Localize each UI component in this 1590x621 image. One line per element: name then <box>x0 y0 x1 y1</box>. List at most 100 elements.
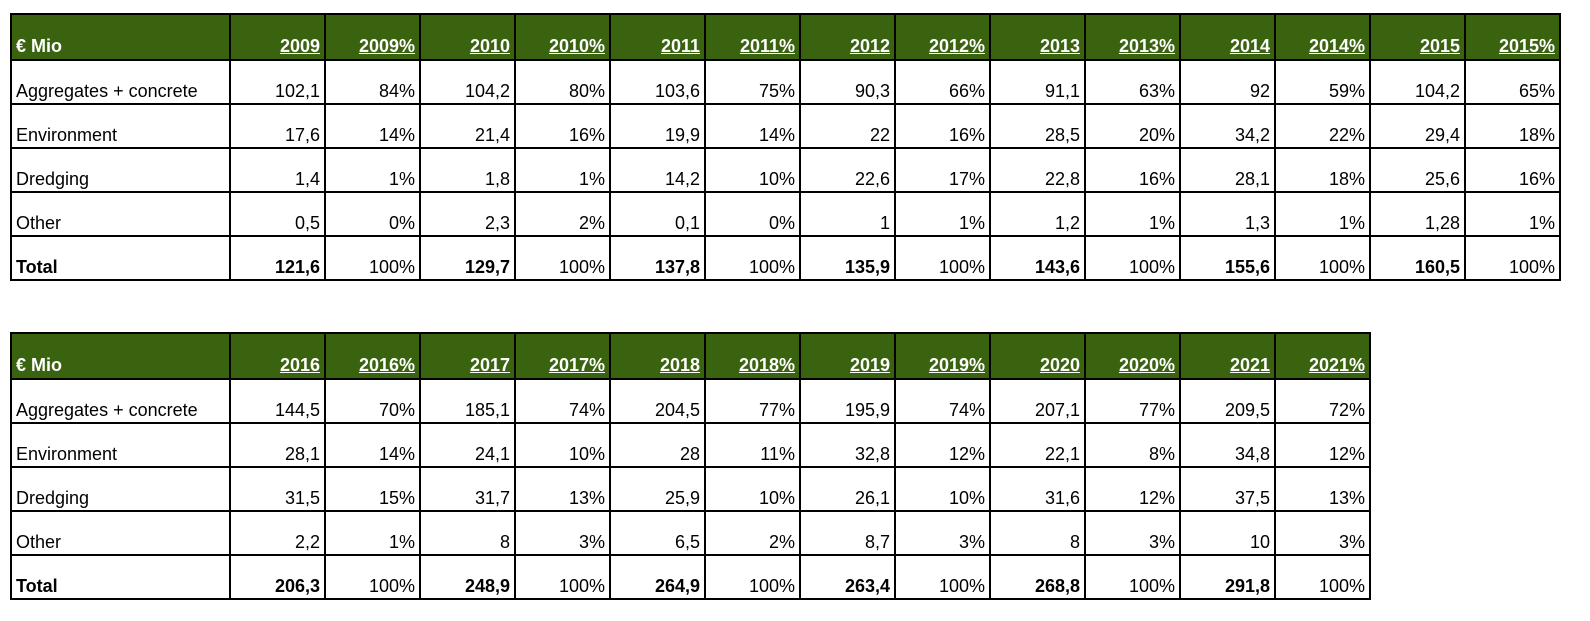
column-header: 2013% <box>1084 13 1181 61</box>
percent-cell: 12% <box>1084 466 1181 512</box>
value-cell: 129,7 <box>419 235 516 281</box>
percent-cell: 14% <box>704 103 801 149</box>
value-cell: 1,8 <box>419 147 516 193</box>
value-cell: 28,1 <box>229 422 326 468</box>
value-cell: 104,2 <box>1369 59 1466 105</box>
percent-cell: 10% <box>894 466 991 512</box>
value-cell: 37,5 <box>1179 466 1276 512</box>
percent-cell: 100% <box>324 235 421 281</box>
percent-cell: 1% <box>514 147 611 193</box>
value-cell: 22 <box>799 103 896 149</box>
header-row: € Mio 2009 2009% 2010 2010% 2011 2011% 2… <box>10 13 1561 61</box>
value-cell: 21,4 <box>419 103 516 149</box>
value-cell: 34,2 <box>1179 103 1276 149</box>
percent-cell: 12% <box>1274 422 1371 468</box>
percent-cell: 12% <box>894 422 991 468</box>
value-cell: 291,8 <box>1179 554 1276 600</box>
column-header: 2014% <box>1274 13 1371 61</box>
revenue-table-2009-2015: € Mio 2009 2009% 2010 2010% 2011 2011% 2… <box>10 13 1561 281</box>
value-cell: 264,9 <box>609 554 706 600</box>
percent-cell: 22% <box>1274 103 1371 149</box>
row-label: Dredging <box>10 147 231 193</box>
column-header: 2014 <box>1179 13 1276 61</box>
value-cell: 26,1 <box>799 466 896 512</box>
value-cell: 19,9 <box>609 103 706 149</box>
column-header: 2020% <box>1084 332 1181 380</box>
value-cell: 25,9 <box>609 466 706 512</box>
table-row: Dredging 1,4 1% 1,8 1% 14,2 10% 22,6 17%… <box>10 147 1561 193</box>
total-row: Total 206,3 100% 248,9 100% 264,9 100% 2… <box>10 554 1371 600</box>
column-header: 2017% <box>514 332 611 380</box>
percent-cell: 14% <box>324 422 421 468</box>
value-cell: 185,1 <box>419 378 516 424</box>
column-header: 2019% <box>894 332 991 380</box>
percent-cell: 10% <box>514 422 611 468</box>
percent-cell: 1% <box>324 510 421 556</box>
percent-cell: 84% <box>324 59 421 105</box>
percent-cell: 0% <box>324 191 421 237</box>
percent-cell: 100% <box>704 235 801 281</box>
percent-cell: 16% <box>514 103 611 149</box>
value-cell: 17,6 <box>229 103 326 149</box>
column-header: 2016% <box>324 332 421 380</box>
corner-cell: € Mio <box>10 13 231 61</box>
percent-cell: 66% <box>894 59 991 105</box>
value-cell: 160,5 <box>1369 235 1466 281</box>
row-label: Environment <box>10 103 231 149</box>
value-cell: 195,9 <box>799 378 896 424</box>
value-cell: 2,3 <box>419 191 516 237</box>
table-row: Environment 28,1 14% 24,1 10% 28 11% 32,… <box>10 422 1371 468</box>
value-cell: 14,2 <box>609 147 706 193</box>
percent-cell: 10% <box>704 466 801 512</box>
percent-cell: 8% <box>1084 422 1181 468</box>
value-cell: 155,6 <box>1179 235 1276 281</box>
value-cell: 32,8 <box>799 422 896 468</box>
column-header: 2010 <box>419 13 516 61</box>
percent-cell: 3% <box>514 510 611 556</box>
value-cell: 104,2 <box>419 59 516 105</box>
table-row: Aggregates + concrete 144,5 70% 185,1 74… <box>10 378 1371 424</box>
percent-cell: 59% <box>1274 59 1371 105</box>
value-cell: 143,6 <box>989 235 1086 281</box>
percent-cell: 15% <box>324 466 421 512</box>
row-label: Total <box>10 554 231 600</box>
column-header: 2015 <box>1369 13 1466 61</box>
value-cell: 28 <box>609 422 706 468</box>
value-cell: 28,5 <box>989 103 1086 149</box>
percent-cell: 100% <box>704 554 801 600</box>
percent-cell: 100% <box>514 235 611 281</box>
percent-cell: 100% <box>1084 554 1181 600</box>
value-cell: 91,1 <box>989 59 1086 105</box>
value-cell: 6,5 <box>609 510 706 556</box>
value-cell: 8,7 <box>799 510 896 556</box>
value-cell: 144,5 <box>229 378 326 424</box>
value-cell: 1,2 <box>989 191 1086 237</box>
column-header: 2018% <box>704 332 801 380</box>
table-row: Other 2,2 1% 8 3% 6,5 2% 8,7 3% 8 3% 10 … <box>10 510 1371 556</box>
percent-cell: 74% <box>514 378 611 424</box>
value-cell: 103,6 <box>609 59 706 105</box>
value-cell: 31,5 <box>229 466 326 512</box>
column-header: 2012 <box>799 13 896 61</box>
value-cell: 268,8 <box>989 554 1086 600</box>
value-cell: 248,9 <box>419 554 516 600</box>
percent-cell: 77% <box>1084 378 1181 424</box>
total-row: Total 121,6 100% 129,7 100% 137,8 100% 1… <box>10 235 1561 281</box>
column-header: 2012% <box>894 13 991 61</box>
percent-cell: 16% <box>1084 147 1181 193</box>
percent-cell: 16% <box>1464 147 1561 193</box>
percent-cell: 18% <box>1464 103 1561 149</box>
value-cell: 204,5 <box>609 378 706 424</box>
value-cell: 8 <box>419 510 516 556</box>
percent-cell: 11% <box>704 422 801 468</box>
percent-cell: 13% <box>1274 466 1371 512</box>
value-cell: 135,9 <box>799 235 896 281</box>
value-cell: 22,1 <box>989 422 1086 468</box>
row-label: Aggregates + concrete <box>10 59 231 105</box>
percent-cell: 100% <box>514 554 611 600</box>
percent-cell: 18% <box>1274 147 1371 193</box>
column-header: 2019 <box>799 332 896 380</box>
percent-cell: 100% <box>894 554 991 600</box>
row-label: Environment <box>10 422 231 468</box>
value-cell: 206,3 <box>229 554 326 600</box>
